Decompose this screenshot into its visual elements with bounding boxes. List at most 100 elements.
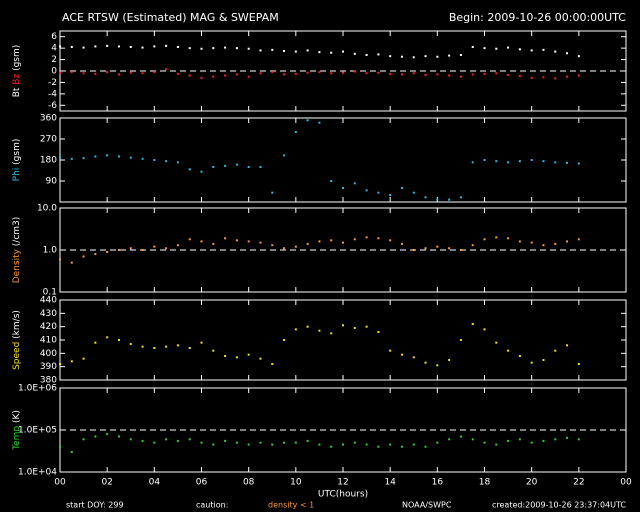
data-point: [389, 72, 392, 75]
data-point: [94, 435, 97, 438]
data-point: [153, 245, 156, 248]
data-point: [577, 74, 580, 77]
series-name: Temp: [12, 426, 22, 451]
data-point: [70, 157, 73, 160]
data-point: [507, 237, 510, 240]
data-point: [542, 76, 545, 79]
data-point: [165, 438, 168, 441]
data-point: [306, 242, 309, 245]
data-point: [318, 51, 321, 54]
x-tick-label: 14: [384, 478, 396, 488]
data-point: [200, 341, 203, 344]
data-point: [377, 445, 380, 448]
data-point: [448, 359, 451, 361]
data-point: [448, 438, 451, 441]
data-point: [176, 161, 179, 164]
y-tick-label: 440: [40, 296, 57, 306]
y-tick-label: 1.0E+04: [18, 468, 57, 478]
data-point: [129, 438, 132, 441]
y-tick-label: 10.0: [37, 204, 57, 214]
series-name: Bt: [12, 87, 22, 97]
data-point: [389, 194, 392, 196]
data-point: [483, 159, 486, 161]
data-point: [59, 45, 61, 48]
data-point: [377, 191, 380, 194]
y-tick-label: -4: [48, 89, 57, 99]
data-point: [70, 360, 73, 363]
data-point: [224, 74, 227, 77]
data-point: [141, 249, 144, 251]
data-point: [471, 161, 474, 164]
data-point: [518, 438, 521, 441]
data-point: [94, 155, 97, 158]
data-point: [412, 191, 415, 194]
data-point: [330, 180, 333, 182]
data-point: [188, 47, 191, 50]
data-point: [330, 445, 333, 448]
data-point: [365, 72, 368, 75]
data-point: [495, 236, 498, 239]
data-point: [424, 445, 427, 448]
data-point: [271, 244, 274, 247]
x-tick-label: 02: [101, 478, 112, 488]
data-point: [471, 323, 474, 325]
data-point: [554, 161, 557, 164]
series-name: Bz: [12, 74, 22, 85]
data-point: [294, 131, 297, 133]
y-tick-label: 0.1: [43, 288, 57, 298]
data-point: [70, 46, 73, 48]
data-point: [129, 343, 132, 345]
data-point: [82, 438, 85, 441]
y-tick-label: 1.0E+06: [18, 384, 57, 394]
data-point: [117, 249, 120, 251]
plot-title: ACE RTSW (Estimated) MAG & SWEPAM: [62, 11, 279, 24]
data-point: [117, 73, 120, 76]
x-tick-label: 12: [337, 478, 348, 488]
data-point: [377, 53, 380, 56]
series-name: Density: [12, 248, 22, 283]
data-point: [283, 339, 286, 341]
data-point: [235, 356, 238, 359]
data-point: [259, 72, 262, 75]
caution: caution:: [196, 501, 228, 510]
data-point: [483, 47, 486, 50]
y-axis-label: Temp (K): [12, 410, 22, 451]
data-point: [542, 359, 545, 361]
data-point: [82, 46, 85, 49]
y-tick-label: 390: [40, 362, 57, 372]
data-point: [483, 72, 486, 75]
data-point: [459, 54, 462, 56]
data-point: [224, 355, 227, 357]
y-tick-label: 4: [51, 44, 57, 54]
data-point: [424, 55, 427, 58]
data-point: [342, 241, 344, 244]
data-point: [212, 443, 215, 446]
data-point: [165, 160, 168, 163]
data-point: [235, 239, 238, 242]
data-point: [342, 324, 344, 327]
data-point: [365, 54, 368, 56]
data-point: [412, 443, 415, 446]
data-point: [495, 160, 498, 163]
data-point: [141, 157, 144, 160]
y-tick-label: 410: [40, 336, 57, 346]
data-point: [412, 72, 415, 75]
x-tick-label: 22: [573, 478, 584, 488]
data-point: [518, 240, 521, 243]
data-point: [117, 45, 120, 48]
data-point: [389, 443, 392, 446]
data-point: [106, 433, 109, 436]
data-point: [507, 349, 510, 352]
data-point: [235, 73, 238, 76]
data-point: [577, 162, 580, 165]
data-point: [424, 196, 427, 199]
data-point: [141, 345, 144, 348]
data-point: [188, 238, 191, 241]
data-point: [507, 46, 510, 49]
data-point: [365, 236, 368, 239]
data-point: [495, 72, 498, 75]
data-point: [294, 328, 297, 331]
data-point: [59, 445, 61, 448]
y-tick-label: 180: [40, 156, 57, 166]
data-point: [176, 72, 179, 75]
